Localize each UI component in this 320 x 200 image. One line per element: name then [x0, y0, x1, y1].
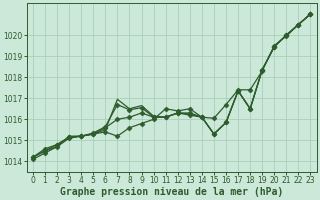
- X-axis label: Graphe pression niveau de la mer (hPa): Graphe pression niveau de la mer (hPa): [60, 186, 283, 197]
